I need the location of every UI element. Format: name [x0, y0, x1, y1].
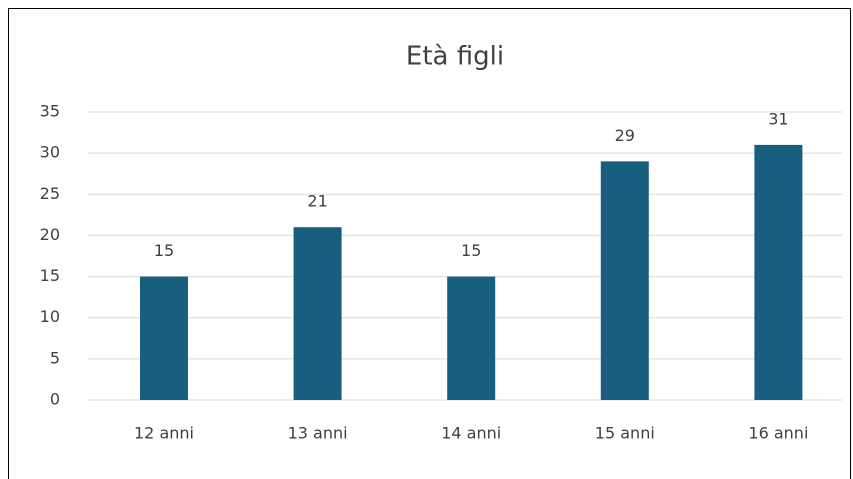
bar [447, 276, 496, 400]
y-tick-label: 0 [50, 390, 60, 409]
bar [140, 276, 188, 400]
y-tick-label: 15 [40, 266, 60, 285]
y-tick-label: 20 [40, 225, 60, 244]
data-label: 15 [461, 241, 481, 260]
bar [293, 227, 342, 400]
x-tick-label: 12 anni [134, 424, 194, 443]
x-tick-label: 14 anni [441, 424, 501, 443]
data-label: 29 [615, 126, 635, 145]
data-label: 21 [307, 192, 327, 211]
data-label: 31 [768, 109, 788, 128]
y-tick-label: 5 [50, 348, 60, 367]
chart-title: Età figli [406, 42, 504, 72]
x-tick-label: 15 anni [595, 424, 655, 443]
x-tick-label: 16 anni [748, 424, 808, 443]
y-tick-label: 35 [40, 102, 60, 121]
data-label: 15 [154, 241, 174, 260]
y-tick-label: 10 [40, 307, 60, 326]
bar [754, 144, 803, 400]
bar [600, 161, 649, 400]
x-tick-label: 13 anni [288, 424, 348, 443]
y-tick-label: 30 [40, 143, 60, 162]
chart-border [8, 8, 851, 479]
y-tick-label: 25 [40, 184, 60, 203]
